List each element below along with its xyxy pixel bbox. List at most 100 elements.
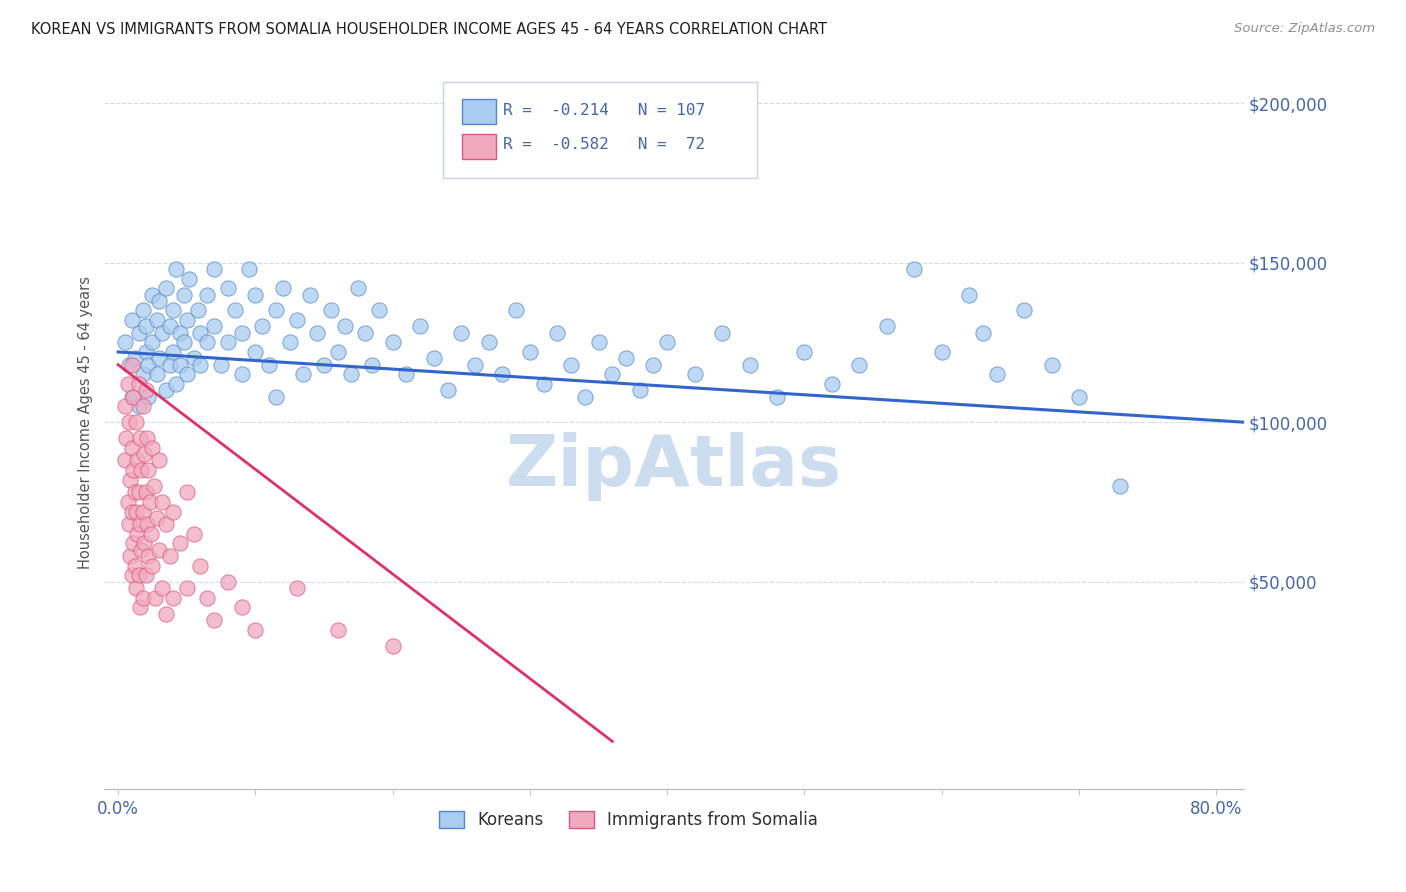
Point: [124, 485, 146, 500]
Point: [162, 303, 184, 318]
Point: [135, 384, 157, 398]
Point: [129, 517, 152, 532]
Point: [333, 319, 356, 334]
Point: [118, 358, 141, 372]
Point: [132, 504, 155, 518]
Point: [285, 313, 308, 327]
Point: [117, 495, 139, 509]
Point: [436, 384, 458, 398]
Point: [131, 463, 153, 477]
Point: [121, 504, 143, 518]
Point: [118, 517, 141, 532]
Point: [155, 281, 177, 295]
Point: [299, 287, 322, 301]
Point: [195, 591, 218, 605]
Point: [1067, 390, 1090, 404]
Point: [395, 368, 418, 382]
Point: [141, 558, 163, 573]
FancyBboxPatch shape: [463, 99, 496, 124]
Point: [117, 376, 139, 391]
Text: R =  -0.582   N =  72: R = -0.582 N = 72: [503, 137, 706, 153]
Point: [245, 287, 267, 301]
Point: [560, 358, 582, 372]
Point: [252, 319, 274, 334]
Point: [136, 549, 159, 564]
Point: [319, 303, 342, 318]
Point: [125, 581, 148, 595]
Point: [292, 368, 315, 382]
Point: [179, 271, 201, 285]
Point: [478, 335, 501, 350]
Point: [264, 303, 287, 318]
Point: [347, 281, 370, 295]
Point: [127, 527, 149, 541]
Point: [162, 345, 184, 359]
Point: [643, 358, 665, 372]
Point: [202, 262, 225, 277]
Point: [271, 281, 294, 295]
Point: [132, 591, 155, 605]
Point: [155, 517, 177, 532]
Point: [903, 262, 925, 277]
Point: [159, 358, 181, 372]
Point: [134, 536, 156, 550]
Point: [209, 358, 232, 372]
Point: [326, 623, 349, 637]
Point: [136, 358, 159, 372]
Point: [145, 511, 167, 525]
Point: [257, 358, 280, 372]
Point: [150, 581, 173, 595]
Point: [148, 453, 170, 467]
Point: [683, 368, 706, 382]
Point: [132, 399, 155, 413]
Point: [285, 581, 308, 595]
Point: [159, 549, 181, 564]
Point: [138, 495, 160, 509]
Point: [217, 281, 239, 295]
Point: [264, 390, 287, 404]
Point: [361, 358, 384, 372]
Point: [120, 473, 142, 487]
Point: [986, 368, 1008, 382]
Point: [1109, 479, 1132, 493]
Point: [118, 415, 141, 429]
Point: [129, 600, 152, 615]
Point: [128, 568, 150, 582]
Point: [135, 568, 157, 582]
Point: [278, 335, 301, 350]
Point: [738, 358, 761, 372]
Point: [176, 368, 198, 382]
Point: [135, 345, 157, 359]
Point: [169, 326, 191, 340]
Point: [136, 431, 159, 445]
Point: [183, 527, 205, 541]
Point: [128, 376, 150, 391]
Point: [340, 368, 363, 382]
Point: [129, 431, 152, 445]
Point: [519, 345, 541, 359]
Y-axis label: Householder Income Ages 45 - 64 years: Householder Income Ages 45 - 64 years: [79, 276, 93, 569]
Point: [381, 639, 404, 653]
Point: [150, 326, 173, 340]
Point: [505, 303, 527, 318]
Point: [195, 287, 218, 301]
Text: Source: ZipAtlas.com: Source: ZipAtlas.com: [1234, 22, 1375, 36]
Point: [574, 390, 596, 404]
Point: [114, 453, 136, 467]
Point: [124, 558, 146, 573]
Point: [238, 262, 260, 277]
Point: [1040, 358, 1063, 372]
Point: [159, 319, 181, 334]
Point: [195, 335, 218, 350]
Point: [135, 319, 157, 334]
Point: [132, 303, 155, 318]
Point: [491, 368, 513, 382]
Point: [245, 623, 267, 637]
Point: [169, 358, 191, 372]
Point: [135, 485, 157, 500]
Point: [190, 326, 212, 340]
Text: R =  -0.214   N = 107: R = -0.214 N = 107: [503, 103, 706, 118]
Point: [134, 447, 156, 461]
Point: [231, 326, 253, 340]
Point: [307, 326, 329, 340]
